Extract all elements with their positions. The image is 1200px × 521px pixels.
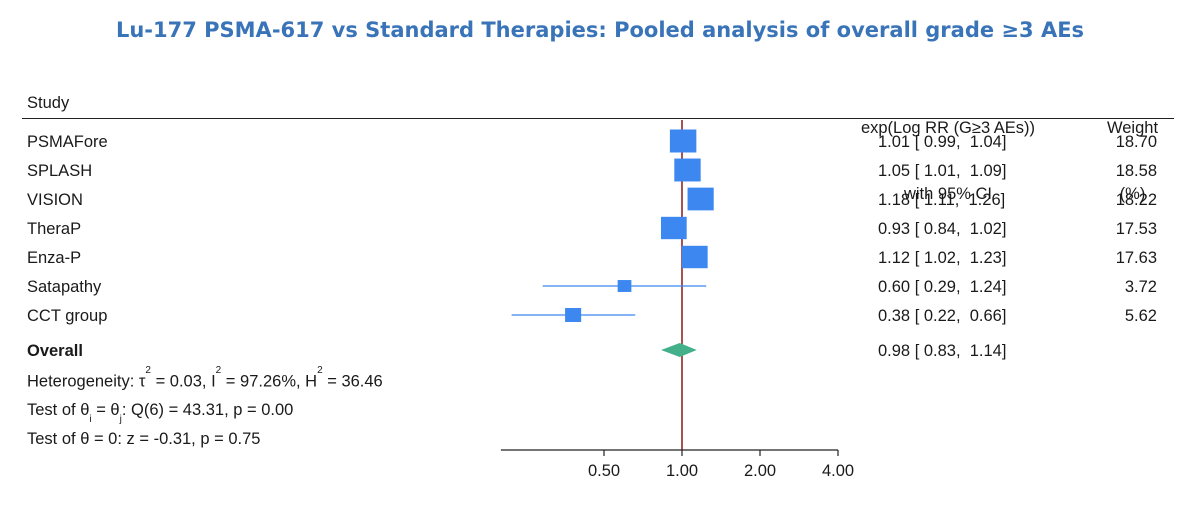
weight-vision: 18.22 bbox=[1115, 191, 1157, 209]
ci-text-splash: 1.05 [ 1.01, 1.09] bbox=[878, 162, 1007, 180]
chart-title: Lu-177 PSMA-617 vs Standard Therapies: P… bbox=[115, 18, 1085, 42]
study-label-splash: SPLASH bbox=[27, 162, 93, 180]
weight-column-header: Weight (%) bbox=[1095, 73, 1170, 227]
study-label-enza-p: Enza-P bbox=[27, 249, 82, 267]
x-axis-tick-label: 4.00 bbox=[822, 462, 854, 480]
x-axis-tick-label: 1.00 bbox=[666, 462, 698, 480]
weight-header-line2: (%) bbox=[1119, 185, 1146, 203]
effect-marker-vision bbox=[687, 187, 714, 211]
ci-text-cct-group: 0.38 [ 0.22, 0.66] bbox=[878, 307, 1007, 325]
ci-text-overall: 0.98 [ 0.83, 1.14] bbox=[878, 342, 1007, 360]
effect-marker-psmafore bbox=[669, 129, 697, 153]
ci-text-therap: 0.93 [ 0.84, 1.02] bbox=[878, 220, 1007, 238]
x-axis-tick-label: 0.50 bbox=[588, 462, 620, 480]
ci-text-psmafore: 1.01 [ 0.99, 1.04] bbox=[878, 133, 1007, 151]
ci-text-enza-p: 1.12 [ 1.02, 1.23] bbox=[878, 249, 1007, 267]
effect-marker-enza-p bbox=[681, 245, 708, 269]
weight-therap: 17.53 bbox=[1115, 220, 1157, 238]
x-axis-tick-label: 2.00 bbox=[744, 462, 776, 480]
weight-satapathy: 3.72 bbox=[1124, 278, 1157, 296]
weight-enza-p: 17.63 bbox=[1115, 249, 1157, 267]
overall-label: Overall bbox=[27, 342, 83, 360]
header-rule bbox=[22, 118, 1174, 119]
estimate-column-header: exp(Log RR (G≥3 AEs)) with 95% CI bbox=[838, 73, 1058, 227]
overall-diamond bbox=[661, 343, 697, 357]
ci-text-vision: 1.18 [ 1.11, 1.26] bbox=[878, 191, 1006, 209]
study-label-satapathy: Satapathy bbox=[27, 278, 102, 296]
effect-marker-splash bbox=[674, 158, 701, 182]
ci-text-satapathy: 0.60 [ 0.29, 1.24] bbox=[878, 278, 1007, 296]
estimate-header-line2: with 95% CI bbox=[903, 185, 993, 203]
effect-marker-therap bbox=[660, 216, 687, 240]
weight-psmafore: 18.70 bbox=[1115, 133, 1157, 151]
effect-marker-cct-group bbox=[565, 308, 582, 322]
overall-effect-test-stat: Test of θ = 0: z = -0.31, p = 0.75 bbox=[27, 430, 261, 448]
heterogeneity-stat: Heterogeneity: τ2 = 0.03, I2 = 97.26%, H… bbox=[27, 365, 383, 391]
study-label-therap: TheraP bbox=[27, 220, 82, 238]
estimate-header-line1: exp(Log RR (G≥3 AEs)) bbox=[860, 119, 1036, 137]
study-column-header: Study bbox=[27, 94, 70, 112]
study-label-psmafore: PSMAFore bbox=[27, 133, 108, 151]
weight-splash: 18.58 bbox=[1115, 162, 1157, 180]
weight-header-line1: Weight bbox=[1106, 119, 1159, 137]
study-label-vision: VISION bbox=[27, 191, 83, 209]
weight-cct-group: 5.62 bbox=[1124, 307, 1157, 325]
homogeneity-test-stat: Test of θi = θj: Q(6) = 43.31, p = 0.00 bbox=[27, 401, 294, 426]
effect-marker-satapathy bbox=[617, 280, 632, 292]
study-label-cct-group: CCT group bbox=[27, 307, 108, 325]
